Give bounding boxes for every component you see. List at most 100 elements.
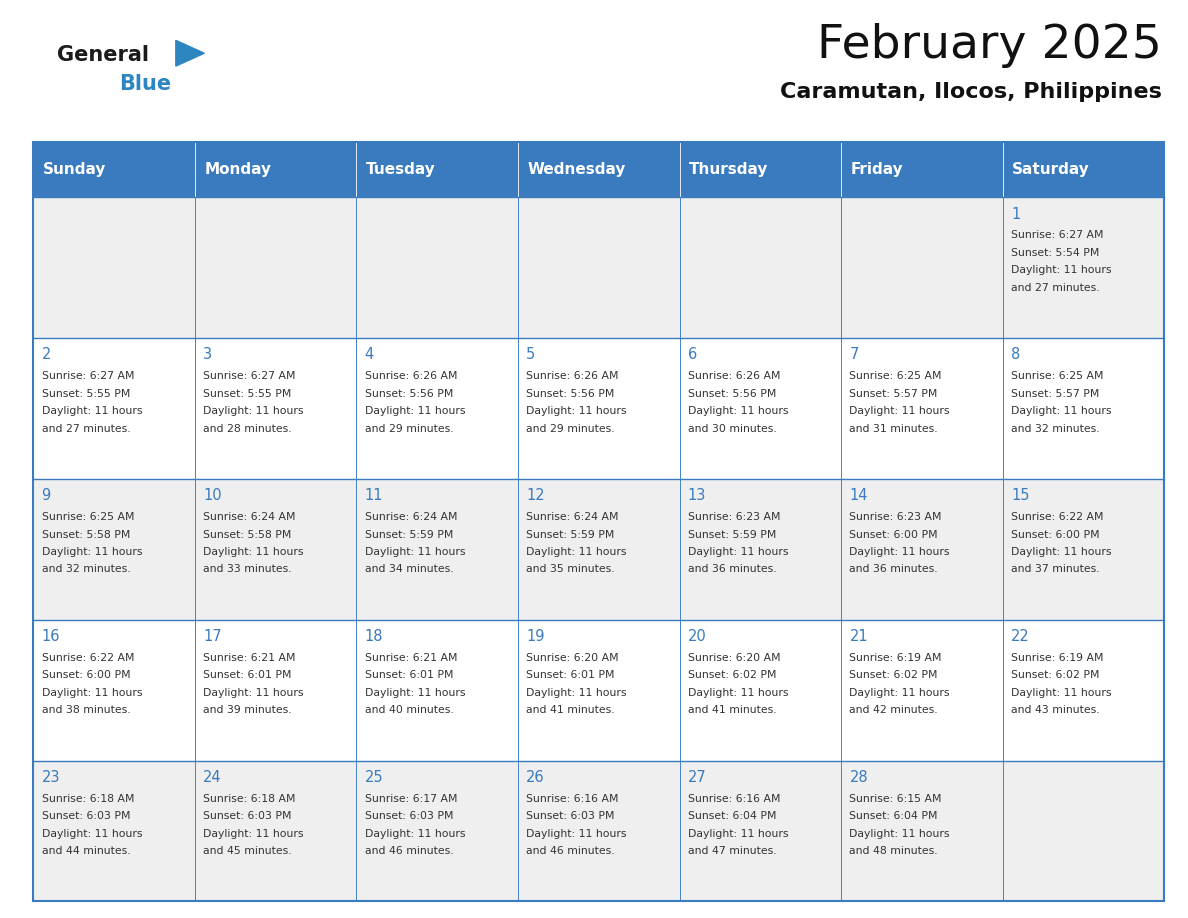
Text: 26: 26 (526, 770, 545, 785)
Text: Daylight: 11 hours: Daylight: 11 hours (203, 688, 304, 698)
Text: and 46 minutes.: and 46 minutes. (526, 846, 615, 856)
Text: Daylight: 11 hours: Daylight: 11 hours (42, 829, 143, 838)
Text: Daylight: 11 hours: Daylight: 11 hours (42, 688, 143, 698)
Text: Sunset: 6:01 PM: Sunset: 6:01 PM (203, 670, 291, 680)
Bar (195, 761, 356, 901)
Bar (1003, 197, 1164, 338)
Text: Daylight: 11 hours: Daylight: 11 hours (688, 688, 789, 698)
Text: Sunset: 6:01 PM: Sunset: 6:01 PM (526, 670, 614, 680)
Bar (518, 761, 680, 901)
Text: and 29 minutes.: and 29 minutes. (365, 423, 454, 433)
Text: Sunset: 5:56 PM: Sunset: 5:56 PM (688, 388, 776, 398)
Text: and 38 minutes.: and 38 minutes. (42, 705, 131, 715)
Bar (518, 620, 680, 761)
Text: and 29 minutes.: and 29 minutes. (526, 423, 615, 433)
Text: Daylight: 11 hours: Daylight: 11 hours (526, 829, 627, 838)
Bar (518, 197, 680, 338)
Text: Sunrise: 6:26 AM: Sunrise: 6:26 AM (526, 371, 619, 381)
Text: Daylight: 11 hours: Daylight: 11 hours (365, 547, 466, 557)
Bar (1003, 479, 1164, 620)
Text: Daylight: 11 hours: Daylight: 11 hours (849, 406, 950, 416)
Text: Sunrise: 6:24 AM: Sunrise: 6:24 AM (365, 512, 457, 522)
Text: 10: 10 (203, 488, 222, 503)
Text: Sunrise: 6:20 AM: Sunrise: 6:20 AM (526, 653, 619, 663)
Bar (356, 197, 518, 338)
Bar (518, 338, 680, 479)
Text: Sunrise: 6:25 AM: Sunrise: 6:25 AM (1011, 371, 1104, 381)
Text: Sunrise: 6:27 AM: Sunrise: 6:27 AM (203, 371, 296, 381)
Text: Monday: Monday (204, 162, 272, 177)
Bar (1003, 620, 1164, 761)
Text: Sunrise: 6:25 AM: Sunrise: 6:25 AM (849, 371, 942, 381)
Text: Sunset: 5:58 PM: Sunset: 5:58 PM (203, 530, 291, 540)
Text: Daylight: 11 hours: Daylight: 11 hours (203, 547, 304, 557)
Text: Sunrise: 6:24 AM: Sunrise: 6:24 AM (203, 512, 296, 522)
Bar (518, 479, 680, 620)
Text: Daylight: 11 hours: Daylight: 11 hours (1011, 688, 1112, 698)
Bar (195, 479, 356, 620)
Text: Blue: Blue (119, 74, 171, 95)
Text: 9: 9 (42, 488, 51, 503)
Text: Daylight: 11 hours: Daylight: 11 hours (42, 406, 143, 416)
Bar (518, 142, 680, 197)
Text: Sunset: 6:00 PM: Sunset: 6:00 PM (849, 530, 939, 540)
Text: Sunrise: 6:25 AM: Sunrise: 6:25 AM (42, 512, 134, 522)
Text: Sunrise: 6:23 AM: Sunrise: 6:23 AM (849, 512, 942, 522)
Bar (841, 761, 1003, 901)
Bar (356, 620, 518, 761)
Text: 16: 16 (42, 629, 61, 644)
Text: 7: 7 (849, 347, 859, 363)
Bar (33, 761, 195, 901)
Text: and 46 minutes.: and 46 minutes. (365, 846, 454, 856)
Text: Sunset: 6:04 PM: Sunset: 6:04 PM (688, 812, 776, 821)
Polygon shape (176, 40, 204, 66)
Text: and 36 minutes.: and 36 minutes. (688, 565, 777, 575)
Text: 21: 21 (849, 629, 868, 644)
Bar (680, 197, 841, 338)
Text: Sunset: 6:02 PM: Sunset: 6:02 PM (688, 670, 776, 680)
Text: 25: 25 (365, 770, 384, 785)
Text: Tuesday: Tuesday (366, 162, 436, 177)
Text: Daylight: 11 hours: Daylight: 11 hours (526, 688, 627, 698)
Text: Sunrise: 6:26 AM: Sunrise: 6:26 AM (365, 371, 457, 381)
Text: Sunday: Sunday (43, 162, 107, 177)
Text: and 48 minutes.: and 48 minutes. (849, 846, 939, 856)
Text: Sunset: 6:04 PM: Sunset: 6:04 PM (849, 812, 937, 821)
Text: Sunrise: 6:18 AM: Sunrise: 6:18 AM (42, 794, 134, 803)
Bar (33, 479, 195, 620)
Text: Daylight: 11 hours: Daylight: 11 hours (203, 829, 304, 838)
Text: Daylight: 11 hours: Daylight: 11 hours (688, 829, 789, 838)
Text: Sunset: 6:03 PM: Sunset: 6:03 PM (42, 812, 129, 821)
Text: 22: 22 (1011, 629, 1030, 644)
Bar (195, 338, 356, 479)
Text: Sunrise: 6:26 AM: Sunrise: 6:26 AM (688, 371, 781, 381)
Text: and 27 minutes.: and 27 minutes. (42, 423, 131, 433)
Text: 19: 19 (526, 629, 545, 644)
Bar (1003, 338, 1164, 479)
Bar (680, 142, 841, 197)
Text: Daylight: 11 hours: Daylight: 11 hours (365, 829, 466, 838)
Text: 13: 13 (688, 488, 706, 503)
Text: Daylight: 11 hours: Daylight: 11 hours (849, 547, 950, 557)
Text: Caramutan, Ilocos, Philippines: Caramutan, Ilocos, Philippines (781, 82, 1162, 102)
Text: and 32 minutes.: and 32 minutes. (42, 565, 131, 575)
Text: 27: 27 (688, 770, 707, 785)
Text: and 41 minutes.: and 41 minutes. (526, 705, 615, 715)
Text: Thursday: Thursday (689, 162, 769, 177)
Text: 28: 28 (849, 770, 868, 785)
Text: Sunset: 5:55 PM: Sunset: 5:55 PM (203, 388, 291, 398)
Text: Sunset: 5:57 PM: Sunset: 5:57 PM (1011, 388, 1099, 398)
Bar (356, 761, 518, 901)
Bar (841, 620, 1003, 761)
Text: 23: 23 (42, 770, 61, 785)
Text: Sunrise: 6:17 AM: Sunrise: 6:17 AM (365, 794, 457, 803)
Text: Sunrise: 6:22 AM: Sunrise: 6:22 AM (1011, 512, 1104, 522)
Text: Sunrise: 6:27 AM: Sunrise: 6:27 AM (1011, 230, 1104, 241)
Text: Daylight: 11 hours: Daylight: 11 hours (42, 547, 143, 557)
Text: Sunset: 5:59 PM: Sunset: 5:59 PM (365, 530, 453, 540)
Text: Daylight: 11 hours: Daylight: 11 hours (1011, 265, 1112, 275)
Text: Sunset: 6:00 PM: Sunset: 6:00 PM (1011, 530, 1100, 540)
Bar (195, 142, 356, 197)
Text: and 35 minutes.: and 35 minutes. (526, 565, 615, 575)
Text: Friday: Friday (851, 162, 903, 177)
